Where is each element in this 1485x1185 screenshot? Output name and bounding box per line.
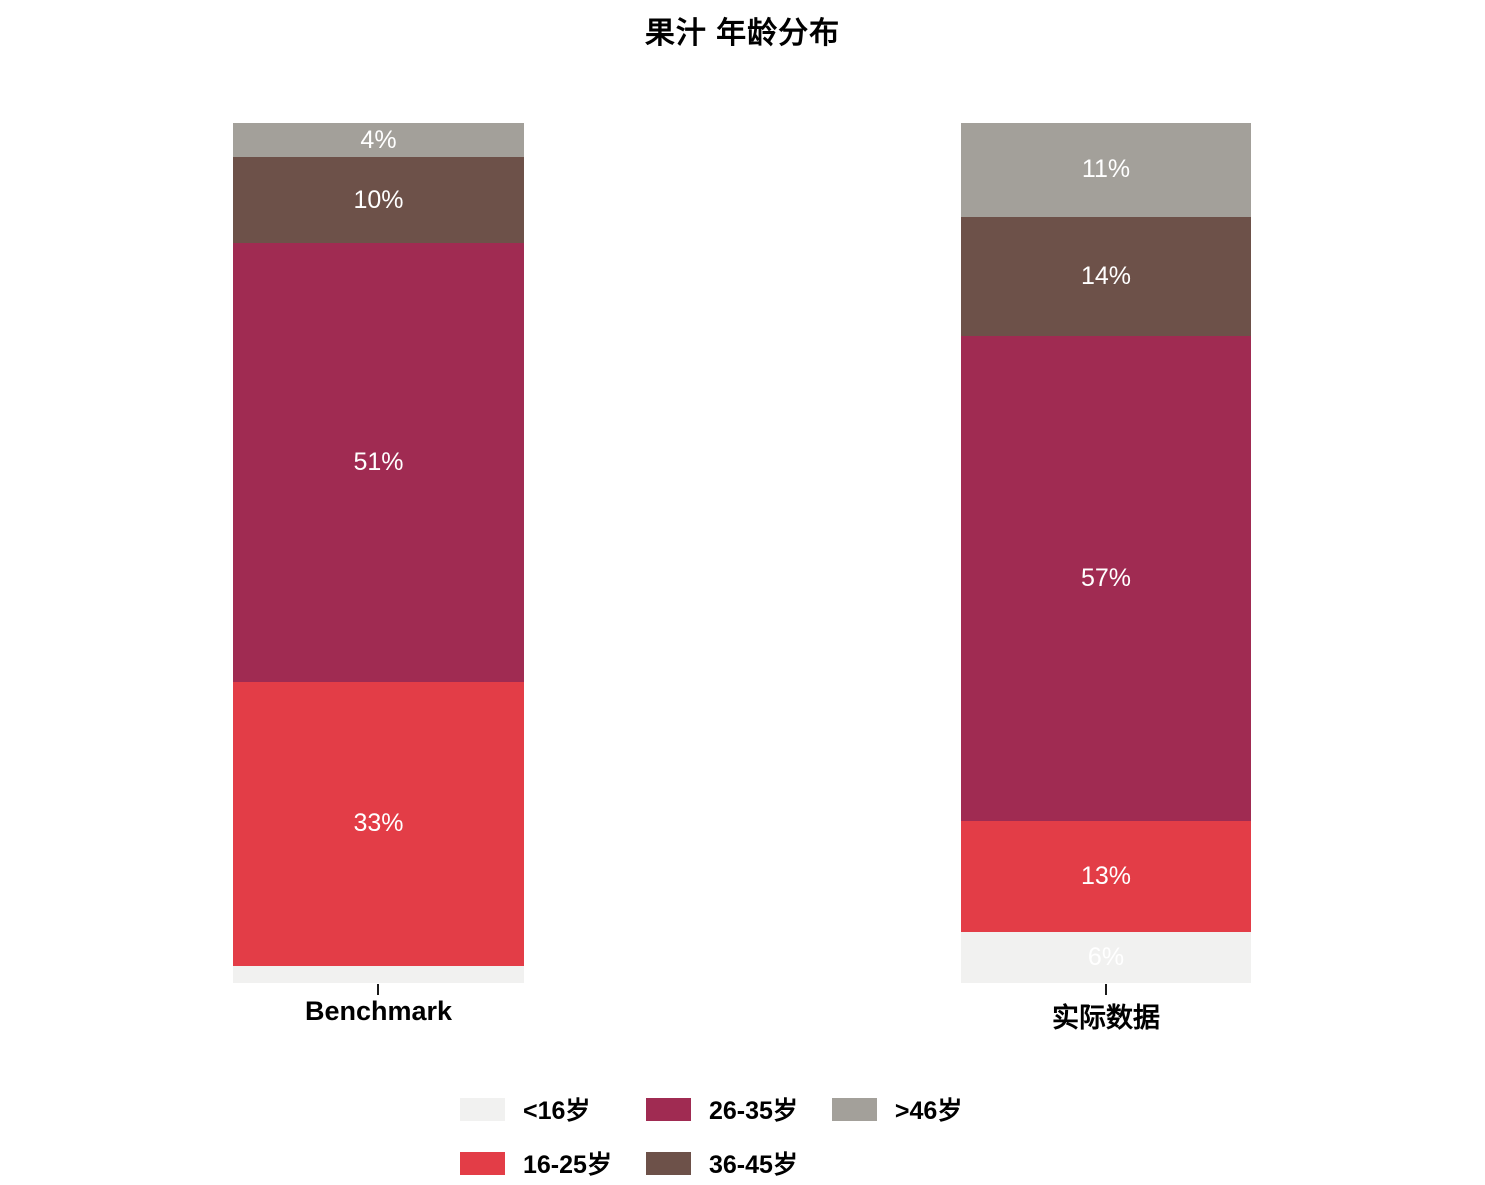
bar-segment-actual[interactable]: 57% <box>961 335 1251 822</box>
legend-swatch <box>460 1097 505 1121</box>
segment-value-label: 10% <box>353 185 404 214</box>
bar-segment-benchmark[interactable]: 4% <box>233 123 524 158</box>
legend-item[interactable]: 26-35岁 <box>645 1091 798 1127</box>
stacked-bar-benchmark: 4% 10% 51% 33% <box>233 123 524 983</box>
bar-segment-benchmark[interactable]: 10% <box>233 157 524 244</box>
legend-swatch <box>460 1151 505 1175</box>
legend: <16岁 16-25岁 26-35岁 36-45岁 >46岁 <box>460 1091 962 1181</box>
bar-segment-actual[interactable]: 13% <box>961 821 1251 932</box>
category-label-benchmark: Benchmark <box>304 996 453 1026</box>
bar-segment-benchmark[interactable]: 33% <box>233 681 524 966</box>
x-axis-tick-actual <box>1105 984 1107 995</box>
bar-segment-actual[interactable]: 6% <box>961 931 1251 983</box>
segment-value-label: 51% <box>353 448 404 477</box>
legend-label: 16-25岁 <box>523 1151 612 1179</box>
legend-item[interactable]: <16岁 <box>460 1091 612 1127</box>
legend-item[interactable]: 16-25岁 <box>460 1145 612 1181</box>
x-axis-tick-benchmark <box>377 984 379 995</box>
legend-item[interactable]: >46岁 <box>831 1091 963 1127</box>
chart-title: 果汁 年龄分布 <box>644 17 841 50</box>
legend-label: <16岁 <box>523 1097 591 1125</box>
legend-swatch <box>645 1151 691 1175</box>
legend-swatch <box>645 1097 691 1121</box>
segment-value-label: 14% <box>1080 261 1132 290</box>
bar-segment-benchmark[interactable] <box>233 965 524 983</box>
legend-label: 26-35岁 <box>708 1097 798 1125</box>
segment-value-label: 33% <box>353 809 404 838</box>
legend-label: >46岁 <box>894 1097 963 1125</box>
bar-segment-actual[interactable]: 14% <box>961 216 1251 336</box>
legend-label: 36-45岁 <box>708 1151 798 1179</box>
segment-value-label: 13% <box>1080 862 1132 891</box>
bar-segment-actual[interactable]: 11% <box>961 123 1251 217</box>
legend-swatch <box>831 1097 877 1121</box>
bar-segment-benchmark[interactable]: 51% <box>233 243 524 682</box>
segment-value-label: 6% <box>1087 942 1125 971</box>
legend-item[interactable]: 36-45岁 <box>645 1145 798 1181</box>
segment-value-label: 57% <box>1080 564 1132 593</box>
segment-value-label: 11% <box>1081 155 1131 184</box>
category-label-actual: 实际数据 <box>1052 1003 1160 1033</box>
segment-value-label: 4% <box>360 125 397 154</box>
stacked-bar-actual: 11% 14% 57% 13% 6% <box>961 123 1251 983</box>
